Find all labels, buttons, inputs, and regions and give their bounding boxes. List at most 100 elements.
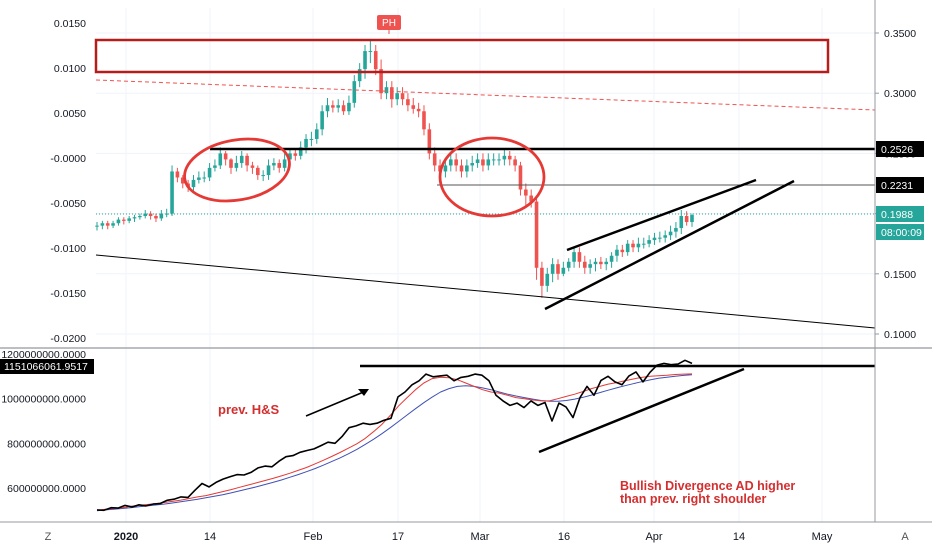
price-label-bg-3 <box>876 224 924 240</box>
candle-body-87 <box>561 267 566 274</box>
candle-56 <box>395 87 399 106</box>
candle-98 <box>620 244 625 257</box>
candle-body-29 <box>250 165 255 168</box>
candle-32 <box>266 159 271 180</box>
pivot-high-label: PH <box>382 18 396 29</box>
x-tick-label-3: 17 <box>392 531 404 543</box>
candle-body-98 <box>620 249 625 253</box>
candle-body-32 <box>266 165 271 176</box>
candle-body-2 <box>105 223 110 226</box>
candle-body-81 <box>529 195 533 202</box>
candle-14 <box>170 165 174 217</box>
pivot-high-box <box>377 15 401 30</box>
dashed-trend-line <box>95 79 876 111</box>
long-trend-line <box>95 254 876 329</box>
candle-body-48 <box>352 81 357 103</box>
price-label-bg-0 <box>876 141 924 157</box>
candle-45 <box>336 99 341 113</box>
candle-37 <box>293 149 298 161</box>
candle-body-65 <box>443 165 448 172</box>
ad-current-value-bg <box>0 359 94 374</box>
candle-body-42 <box>320 111 324 130</box>
axes-layer: 0.0150 0.0100 0.0050 -0.0000 -0.0050 -0.0100 -… <box>0 0 932 543</box>
candle-30 <box>256 165 260 180</box>
annotation-bullish-line1: Bullish Divergence AD higher <box>620 479 795 493</box>
candle-78 <box>513 155 517 172</box>
candle-body-89 <box>572 252 576 262</box>
candle-body-6 <box>127 218 131 221</box>
candle-body-53 <box>379 69 383 94</box>
candle-body-46 <box>341 105 346 112</box>
candle-87 <box>561 261 566 277</box>
left-tick-label-0: 0.0150 <box>54 18 86 30</box>
candle-body-16 <box>180 177 185 184</box>
candle-body-24 <box>223 153 228 160</box>
candle-3 <box>111 220 115 229</box>
candle-body-50 <box>363 51 367 70</box>
candle-body-91 <box>582 261 587 268</box>
candle-body-22 <box>213 165 217 168</box>
candle-body-88 <box>566 261 571 268</box>
candle-body-104 <box>652 237 657 241</box>
candle-82 <box>534 195 539 280</box>
candle-body-106 <box>663 235 667 238</box>
x-tick-label-6: Apr <box>645 531 662 543</box>
price-pane: PH <box>94 15 876 329</box>
candle-body-9 <box>143 213 148 217</box>
annotation-layer: prev. H&S Bullish Divergence AD higher t… <box>218 402 795 506</box>
candle-2 <box>105 220 110 230</box>
candle-85 <box>550 258 555 283</box>
zoom-icon[interactable]: Z <box>45 531 52 543</box>
candle-body-8 <box>138 216 142 218</box>
candle-57 <box>400 87 405 106</box>
candle-body-35 <box>282 159 287 168</box>
candle-body-100 <box>631 243 635 248</box>
ad-ema-fast-line <box>96 373 693 511</box>
price-label-text-1: 0.2231 <box>881 180 913 192</box>
candle-31 <box>261 170 265 182</box>
candle-49 <box>357 63 362 88</box>
candle-100 <box>631 240 635 253</box>
candle-body-4 <box>116 219 121 224</box>
candle-body-93 <box>593 261 598 265</box>
candle-body-30 <box>256 167 260 176</box>
candle-92 <box>588 259 592 274</box>
right-tick-label-4: 0.1500 <box>884 269 916 281</box>
ad-tick-label-1: 1000000000.0000 <box>1 394 86 406</box>
candle-body-7 <box>132 217 137 219</box>
candle-body-97 <box>615 249 619 256</box>
candle-95 <box>604 258 609 271</box>
annotation-prev-hs: prev. H&S <box>218 402 279 417</box>
candle-body-92 <box>588 264 592 268</box>
grid-layer <box>96 8 875 522</box>
ad-tick-label-3: 600000000.0000 <box>7 483 86 495</box>
candle-35 <box>282 153 287 172</box>
ad-current-value-text: 1151066061.9517 <box>4 361 88 373</box>
candle-body-11 <box>154 216 158 219</box>
candle-body-27 <box>239 155 244 164</box>
x-tick-label-5: 16 <box>558 531 570 543</box>
candle-body-20 <box>202 177 207 179</box>
candle-body-47 <box>347 102 351 112</box>
candle-52 <box>373 45 378 76</box>
candle-body-36 <box>288 153 292 160</box>
x-tick-label-4: Mar <box>471 531 490 543</box>
candle-body-43 <box>325 105 330 112</box>
left-tick-label-7: -0.0200 <box>50 333 86 345</box>
candle-body-63 <box>432 153 437 166</box>
candle-body-49 <box>357 69 362 82</box>
candle-body-33 <box>272 163 276 166</box>
ad-tick-label-0: 1200000000.0000 <box>1 349 86 361</box>
candle-59 <box>411 98 416 114</box>
candle-89 <box>572 247 576 268</box>
candle-body-19 <box>197 177 201 180</box>
x-tick-label-1: 14 <box>204 531 216 543</box>
resistance-box <box>94 38 830 74</box>
candle-body-66 <box>448 159 453 166</box>
candle-107 <box>668 225 673 241</box>
candle-34 <box>277 159 282 173</box>
auto-scale-icon[interactable]: A <box>901 531 909 543</box>
candle-42 <box>320 105 324 136</box>
candle-body-79 <box>518 165 523 190</box>
